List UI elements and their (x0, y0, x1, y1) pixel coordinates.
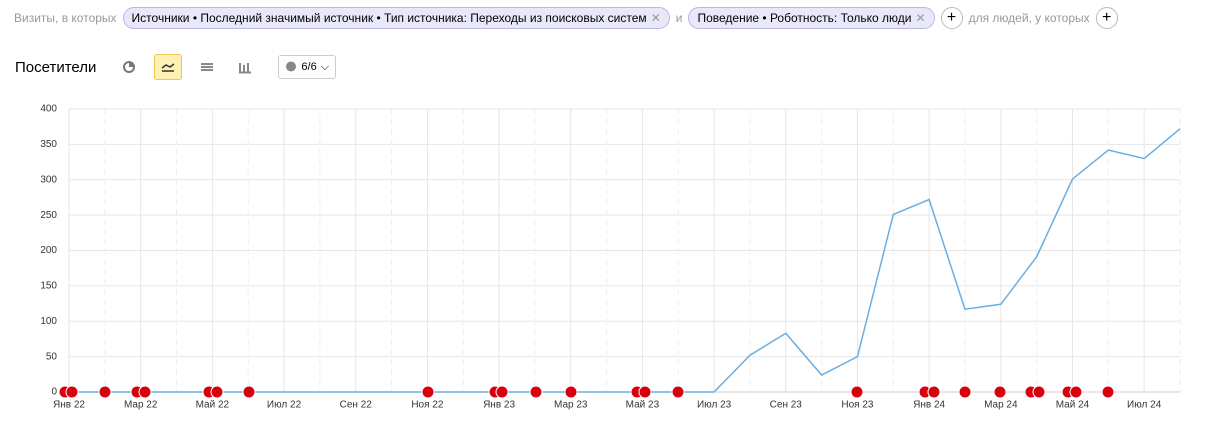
y-tick-label: 300 (40, 174, 57, 185)
icon (161, 63, 175, 72)
x-tick-label: Мар 22 (124, 400, 158, 411)
chip-text: Источники • Последний значимый источник … (131, 11, 647, 25)
annotation-marker[interactable] (927, 385, 941, 399)
chip-text: Поведение • Роботность: Только люди (697, 11, 912, 25)
annotation-marker[interactable] (850, 385, 864, 399)
annotation-marker[interactable] (1069, 385, 1083, 399)
annotation-marker[interactable] (1032, 385, 1046, 399)
metric-title: Посетители (15, 58, 97, 76)
y-tick-label: 250 (40, 210, 57, 221)
y-tick-label: 100 (40, 316, 57, 327)
annotation-marker[interactable] (958, 385, 972, 399)
filter-suffix: для людей, у которых (968, 11, 1090, 25)
annotation-marker[interactable] (98, 385, 112, 399)
annotation-marker[interactable] (138, 385, 152, 399)
x-tick-label: Янв 23 (483, 400, 515, 411)
icon (286, 61, 297, 72)
x-tick-label: Май 22 (196, 400, 230, 411)
x-tick-label: Мар 23 (554, 400, 588, 411)
annotation-marker[interactable] (421, 385, 435, 399)
x-tick-label: Июл 24 (1127, 400, 1162, 411)
filter-chip[interactable]: Источники • Последний значимый источник … (122, 7, 670, 29)
x-tick-label: Янв 24 (913, 400, 945, 411)
x-tick-label: Ноя 22 (411, 400, 444, 411)
bar-view[interactable] (232, 55, 258, 79)
filter-prefix: Визиты, в которых (14, 11, 117, 25)
annotations-toggle[interactable]: 6/6 ⌵ (278, 55, 337, 79)
annotation-marker[interactable] (242, 385, 256, 399)
annotation-marker[interactable] (495, 385, 509, 399)
x-tick-label: Сен 23 (770, 400, 803, 411)
line-view[interactable] (154, 54, 183, 80)
add-filter[interactable]: + (1095, 7, 1118, 29)
annotations-count: 6/6 (301, 61, 317, 73)
icon (239, 63, 252, 74)
area-view[interactable] (194, 55, 220, 79)
pie-view[interactable] (116, 55, 142, 79)
filter-bar: Визиты, в которых Источники • Последний … (14, 7, 1118, 29)
x-tick-label: Май 23 (626, 400, 660, 411)
x-tick-label: Июл 22 (267, 400, 302, 411)
icon (201, 63, 214, 71)
x-tick-label: Мар 24 (984, 400, 1018, 411)
y-tick-label: 150 (40, 281, 57, 292)
toolbar: Посетители 6/6 ⌵ (15, 54, 337, 80)
icon (123, 61, 136, 73)
y-tick-label: 350 (40, 139, 57, 150)
x-tick-label: Сен 22 (340, 400, 373, 411)
annotation-marker[interactable] (210, 385, 224, 399)
annotation-marker[interactable] (65, 385, 79, 399)
filter-joiner: и (675, 11, 683, 25)
y-tick-label: 400 (40, 104, 57, 115)
annotation-marker[interactable] (564, 385, 578, 399)
annotation-marker[interactable] (1101, 385, 1115, 399)
add-filter[interactable]: + (940, 7, 963, 29)
chip-remove[interactable]: ✕ (650, 11, 661, 25)
annotation-marker[interactable] (993, 385, 1007, 399)
annotation-marker[interactable] (529, 385, 543, 399)
y-tick-label: 200 (40, 245, 57, 256)
series-line (69, 128, 1181, 393)
filter-chip[interactable]: Поведение • Роботность: Только люди ✕ (688, 7, 935, 29)
x-tick-label: Ноя 23 (841, 400, 874, 411)
x-tick-label: Май 24 (1056, 400, 1090, 411)
annotation-marker[interactable] (638, 385, 652, 399)
chip-remove[interactable]: ✕ (915, 11, 926, 25)
y-tick-label: 50 (46, 351, 58, 362)
annotation-marker[interactable] (671, 385, 685, 399)
x-tick-label: Янв 22 (53, 400, 85, 411)
x-tick-label: Июл 23 (697, 400, 732, 411)
y-tick-label: 0 (51, 387, 57, 398)
